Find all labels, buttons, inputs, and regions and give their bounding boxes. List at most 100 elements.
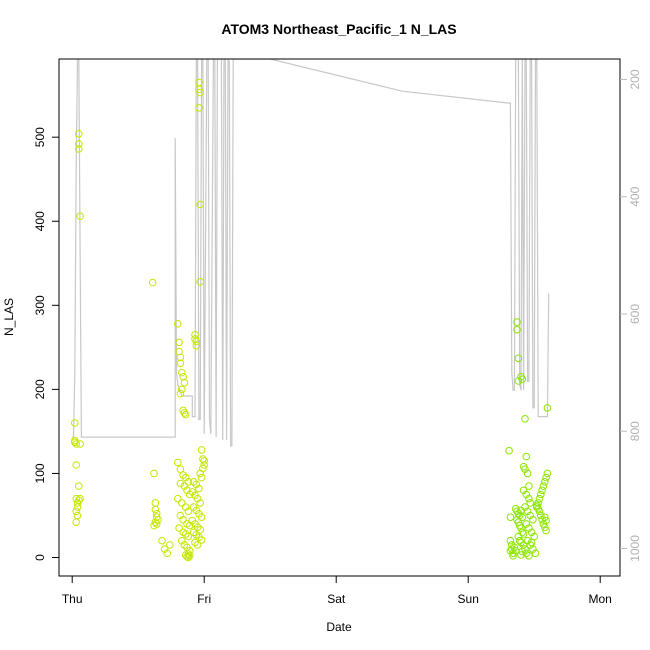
data-point bbox=[533, 503, 541, 511]
data-point bbox=[200, 461, 208, 469]
data-point bbox=[523, 507, 532, 516]
data-point bbox=[510, 543, 519, 552]
y-tick-label: 0 bbox=[33, 554, 47, 561]
data-point bbox=[542, 526, 550, 535]
data-point bbox=[506, 513, 515, 522]
data-point bbox=[196, 200, 204, 209]
data-point bbox=[196, 526, 204, 534]
data-point bbox=[534, 499, 543, 507]
right-y-tick-label: 200 bbox=[628, 69, 642, 89]
y-axis-label: N_LAS bbox=[2, 298, 16, 336]
data-point bbox=[542, 516, 550, 525]
data-point bbox=[537, 490, 545, 499]
data-point bbox=[193, 494, 202, 503]
data-point bbox=[71, 438, 79, 447]
data-point bbox=[196, 499, 204, 507]
data-point bbox=[154, 515, 162, 524]
x-tick-label: Sat bbox=[327, 592, 346, 606]
data-point bbox=[523, 536, 532, 545]
data-point bbox=[535, 494, 544, 503]
data-point bbox=[179, 471, 187, 479]
data-point bbox=[196, 278, 204, 286]
right-y-tick-label: 1000 bbox=[628, 535, 642, 562]
data-point bbox=[197, 446, 206, 454]
data-point bbox=[192, 531, 201, 539]
y-tick-label: 500 bbox=[33, 127, 47, 147]
data-point bbox=[513, 318, 521, 326]
data-point bbox=[543, 469, 552, 478]
data-point bbox=[523, 469, 532, 478]
data-point bbox=[185, 552, 194, 560]
data-point bbox=[542, 473, 550, 482]
data-point bbox=[76, 212, 84, 220]
data-point bbox=[197, 473, 206, 482]
data-point bbox=[175, 524, 183, 532]
data-point bbox=[195, 533, 203, 542]
data-point bbox=[184, 507, 193, 516]
data-point bbox=[75, 496, 83, 505]
data-point bbox=[521, 545, 529, 553]
data-point bbox=[151, 518, 160, 527]
right-y-tick-label: 400 bbox=[628, 186, 642, 206]
data-point bbox=[174, 458, 182, 467]
data-point bbox=[518, 375, 527, 384]
data-point bbox=[176, 353, 185, 362]
data-point bbox=[525, 482, 533, 490]
data-point bbox=[189, 528, 198, 537]
data-point bbox=[176, 511, 185, 520]
data-point bbox=[72, 461, 80, 469]
y-tick-label: 200 bbox=[33, 379, 47, 399]
data-point bbox=[541, 478, 549, 486]
data-point bbox=[527, 528, 536, 537]
data-point bbox=[541, 513, 549, 522]
data-point bbox=[180, 409, 189, 417]
data-point bbox=[180, 541, 189, 549]
data-point bbox=[151, 499, 160, 507]
data-point bbox=[518, 528, 527, 537]
data-point bbox=[522, 452, 531, 461]
data-point bbox=[191, 538, 199, 547]
data-point bbox=[514, 354, 523, 363]
data-point bbox=[525, 552, 533, 560]
data-point bbox=[180, 378, 189, 387]
data-point bbox=[518, 547, 527, 556]
axes: Thu Fri Sat Sun Mon 0 100 200 300 400 500 200 400 600… bbox=[33, 58, 642, 606]
data-point bbox=[181, 473, 190, 482]
data-point bbox=[176, 479, 185, 488]
data-point bbox=[178, 385, 186, 394]
data-point bbox=[525, 524, 533, 532]
data-point bbox=[522, 549, 531, 558]
data-point bbox=[151, 505, 160, 514]
data-point bbox=[179, 515, 187, 524]
data-point bbox=[197, 536, 206, 544]
data-point bbox=[521, 415, 529, 423]
data-point bbox=[192, 341, 201, 350]
data-point bbox=[73, 503, 82, 511]
data-point bbox=[73, 511, 82, 520]
x-tick-label: Sun bbox=[458, 592, 479, 606]
data-point bbox=[193, 523, 202, 532]
data-point bbox=[531, 549, 540, 558]
data-point bbox=[192, 480, 201, 489]
data-point bbox=[535, 507, 544, 516]
data-point bbox=[529, 515, 537, 524]
data-point bbox=[189, 478, 198, 486]
data-point bbox=[175, 338, 183, 347]
data-point bbox=[148, 278, 157, 287]
data-point bbox=[163, 549, 171, 558]
data-point bbox=[184, 553, 193, 562]
data-point bbox=[166, 541, 174, 549]
data-point bbox=[185, 490, 194, 499]
data-point bbox=[174, 494, 182, 503]
data-point bbox=[176, 359, 185, 368]
data-point bbox=[184, 550, 193, 558]
data-point bbox=[543, 404, 552, 412]
data-point bbox=[539, 482, 548, 490]
data-point bbox=[72, 440, 80, 448]
data-point bbox=[515, 536, 524, 545]
data-point bbox=[525, 494, 533, 503]
y-tick-label: 300 bbox=[33, 295, 47, 315]
data-point bbox=[537, 511, 545, 520]
data-point bbox=[193, 541, 202, 549]
